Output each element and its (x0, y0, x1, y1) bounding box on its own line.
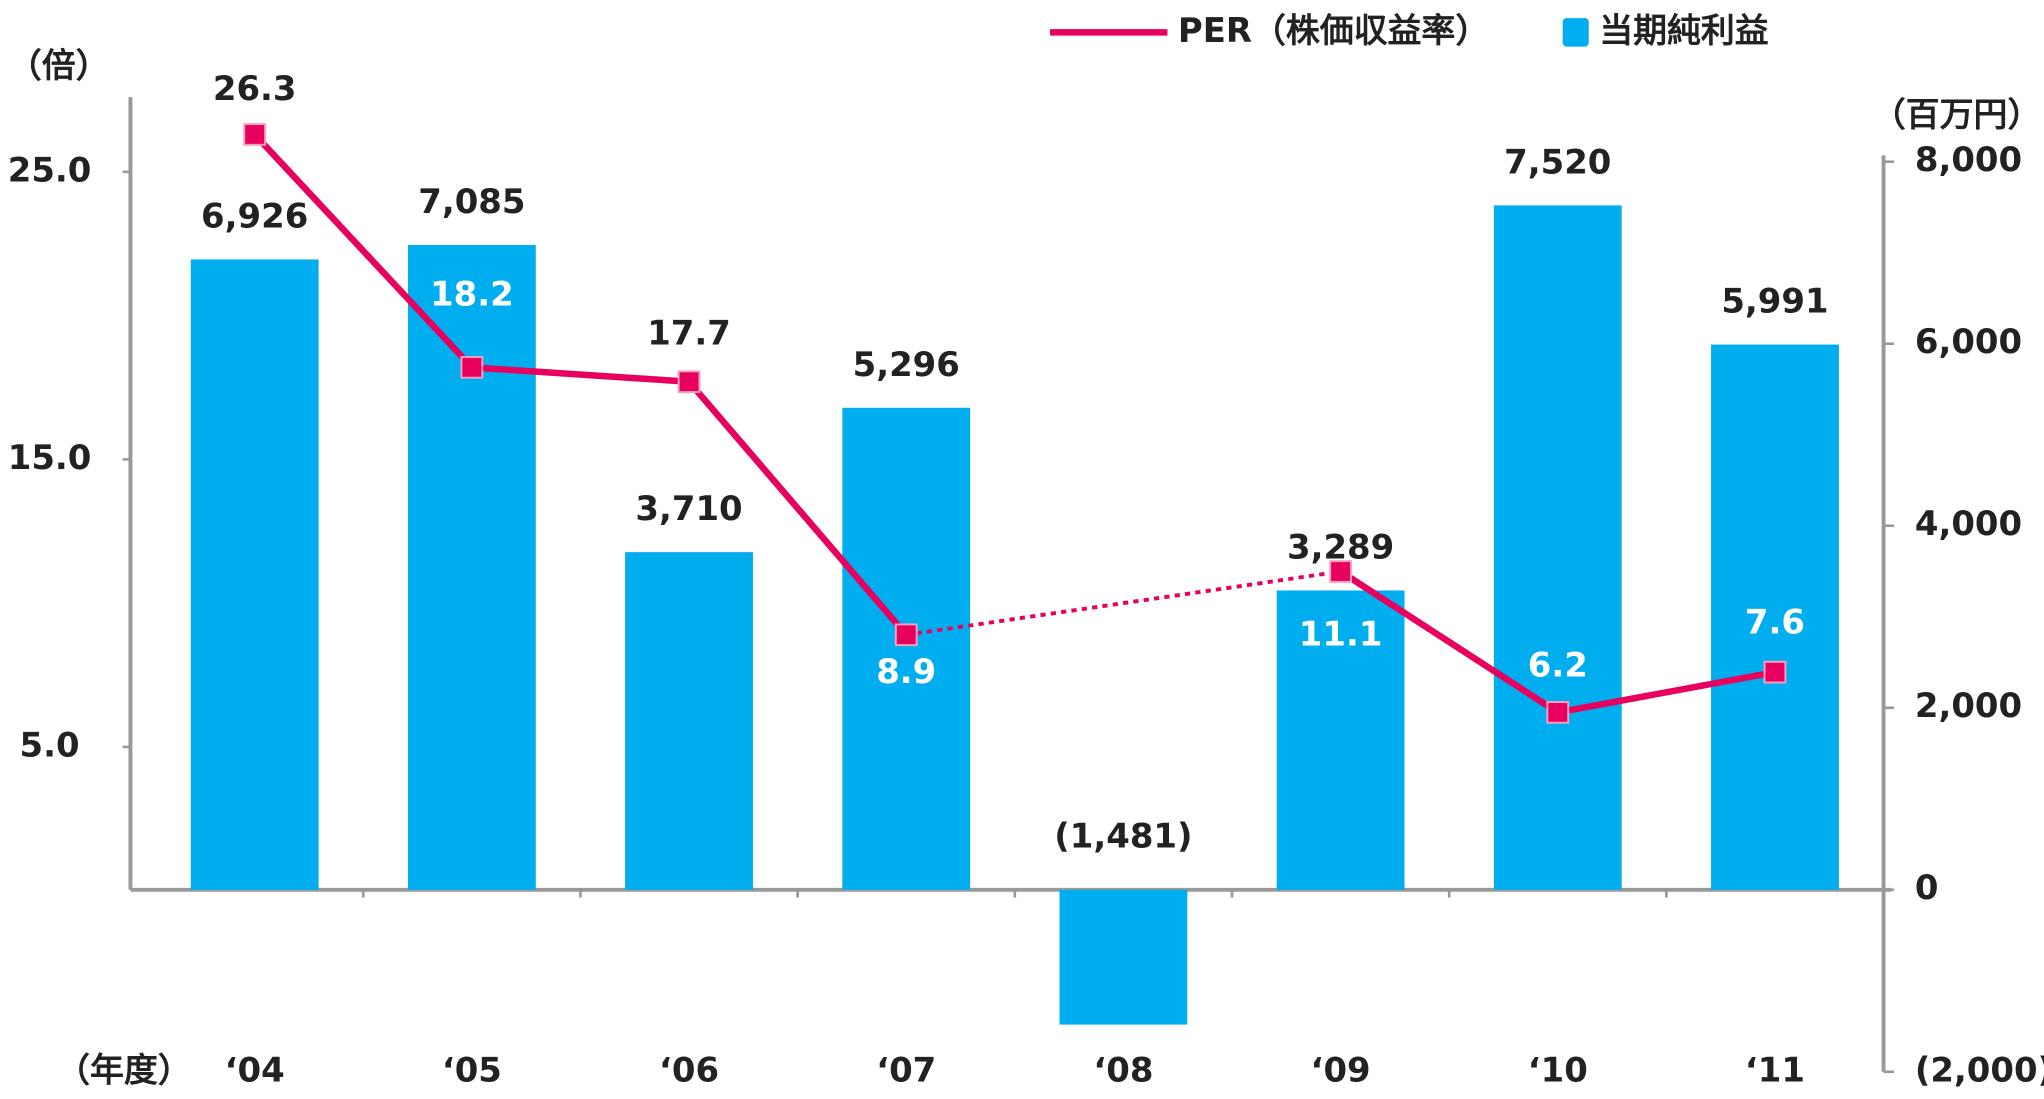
bar (190, 259, 319, 890)
line-marker (894, 623, 918, 647)
line-marker (460, 356, 484, 379)
bar-value-label: (1,481) (1054, 817, 1192, 856)
bar (842, 407, 971, 890)
x-tick-label: ‘04 (225, 1050, 285, 1089)
bar (625, 552, 753, 890)
bar (1276, 590, 1405, 890)
bar-value-label: 3,289 (1287, 528, 1394, 567)
bar (1711, 344, 1839, 890)
line (252, 132, 909, 637)
line-value-label: 18.2 (430, 275, 514, 314)
y-tick-label: 5.0 (20, 725, 80, 764)
y2-tick-label: 2,000 (1915, 686, 2022, 725)
y2-axis-label: （百万円） (1872, 95, 2041, 134)
x-tick-label: ‘06 (659, 1050, 719, 1089)
line-value-label: 11.1 (1299, 615, 1383, 654)
bar-value-label: 6,926 (201, 197, 308, 236)
y-axis-label: （倍） (8, 46, 110, 85)
line-value-label: 7.6 (1745, 603, 1805, 642)
line-value-label: 6.2 (1528, 646, 1588, 685)
bar-value-label: 5,991 (1721, 282, 1828, 321)
line-value-label: 17.7 (647, 314, 731, 353)
x-axis-label: （年度） (56, 1050, 192, 1089)
y2-tick-label: (2,000) (1915, 1050, 2044, 1089)
bar (407, 244, 536, 890)
legend-label: 当期純利益 (1599, 11, 1768, 50)
bar-value-label: 5,296 (853, 345, 960, 384)
line-value-label: 8.9 (876, 652, 936, 691)
x-tick-label: ‘05 (442, 1050, 502, 1089)
y2-tick-label: 0 (1915, 868, 1939, 907)
bar-value-label: 7,085 (418, 182, 525, 221)
line-marker (1329, 560, 1353, 583)
line-marker (243, 123, 267, 146)
bar (1059, 889, 1188, 1025)
x-tick-label: ‘09 (1311, 1050, 1371, 1089)
y-tick-label: 15.0 (8, 438, 92, 477)
x-tick-label: ‘11 (1745, 1050, 1805, 1089)
x-tick-label: ‘07 (876, 1050, 936, 1089)
bar-value-label: 3,710 (635, 489, 742, 528)
line-marker (677, 370, 701, 394)
y2-tick-label: 6,000 (1915, 322, 2022, 361)
line-value-label: 26.3 (213, 69, 297, 108)
x-tick-label: ‘08 (1093, 1050, 1153, 1089)
y2-tick-label: 4,000 (1915, 504, 2022, 543)
legend-label: PER（株価収益率） (1178, 11, 1489, 50)
legend-swatch (1562, 18, 1589, 47)
line-marker (1546, 701, 1570, 724)
bar-value-label: 7,520 (1504, 143, 1611, 182)
line-marker (1763, 660, 1787, 684)
bar (1493, 205, 1622, 890)
gap-connector (905, 569, 1341, 637)
x-tick-label: ‘10 (1528, 1050, 1588, 1089)
y2-tick-label: 8,000 (1915, 140, 2022, 179)
y-tick-label: 25.0 (8, 150, 92, 189)
